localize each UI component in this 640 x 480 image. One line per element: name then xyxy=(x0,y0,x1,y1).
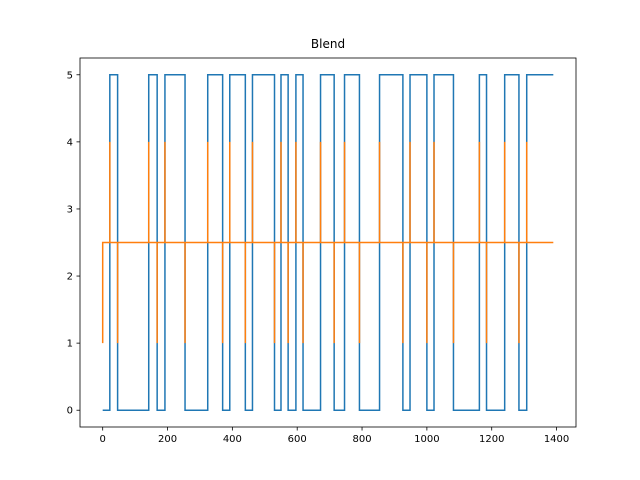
x-tick-label: 1200 xyxy=(479,434,504,445)
y-tick-label: 3 xyxy=(67,204,73,215)
plot-area xyxy=(101,74,554,411)
x-tick-label: 0 xyxy=(100,434,106,445)
y-tick-label: 1 xyxy=(67,339,73,350)
x-tick-label: 400 xyxy=(223,434,242,445)
x-tick-label: 200 xyxy=(158,434,177,445)
series-1-line xyxy=(101,141,554,344)
x-tick-label: 600 xyxy=(288,434,307,445)
y-axis: 0 1 2 3 4 5 xyxy=(67,70,80,417)
x-axis: 0 200 400 600 800 1000 1200 1400 xyxy=(100,427,569,445)
y-tick-label: 4 xyxy=(67,137,73,148)
y-tick-label: 0 xyxy=(67,406,73,417)
plot-frame xyxy=(79,57,577,428)
x-tick-label: 1000 xyxy=(414,434,439,445)
y-tick-label: 2 xyxy=(67,272,73,283)
x-tick-label: 800 xyxy=(352,434,371,445)
x-tick-label: 1400 xyxy=(544,434,569,445)
chart-title: Blend xyxy=(311,37,345,51)
y-tick-label: 5 xyxy=(67,70,73,81)
